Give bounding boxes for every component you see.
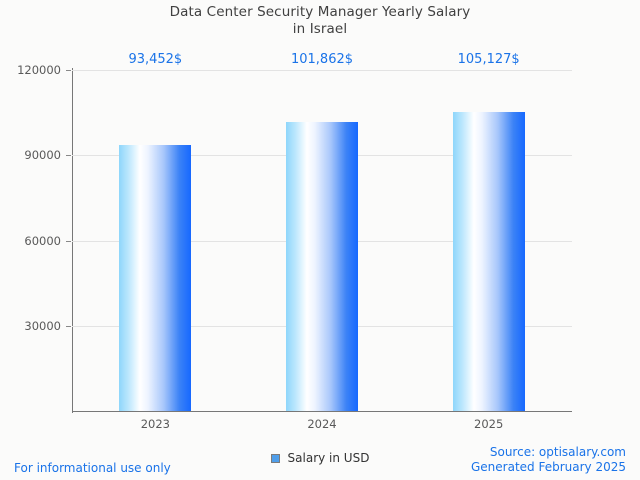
- y-tick-label-60000: 60000: [24, 233, 61, 248]
- gridline-120000: 120000: [17, 63, 572, 77]
- legend-swatch-icon: [270, 453, 280, 463]
- y-tick-mark-120000: [66, 70, 71, 71]
- source-text: Source: optisalary.com: [489, 445, 626, 459]
- x-tick-label-2025: 2025: [474, 417, 504, 431]
- chart-title-line-2: in Israel: [292, 21, 348, 37]
- chart-title-line-1: Data Center Security Manager Yearly Sala…: [169, 4, 471, 20]
- plot-area: 120000 90000 60000 30000: [17, 63, 572, 411]
- disclaimer-text: For informational use only: [14, 461, 171, 475]
- bar-2023[interactable]: [119, 145, 192, 411]
- x-tick-label-2023: 2023: [140, 417, 170, 431]
- y-tick-mark-30000: [66, 325, 71, 327]
- bar-2024[interactable]: [286, 121, 358, 411]
- x-tick-label-2024: 2024: [307, 417, 337, 431]
- legend-label-salary: Salary in USD: [287, 451, 370, 465]
- bar-2025[interactable]: [452, 112, 525, 411]
- y-tick-mark-90000: [66, 155, 71, 157]
- value-label-2024: 101,862$: [290, 52, 354, 67]
- y-tick-label-120000: 120000: [17, 63, 61, 77]
- generated-text: Generated February 2025: [470, 460, 626, 474]
- chart-title: Data Center Security Manager Yearly Sala…: [0, 4, 640, 38]
- y-tick-label-90000: 90000: [24, 148, 61, 163]
- chart-legend: Salary in USD: [0, 451, 640, 465]
- source-block: Source: optisalary.com Generated Februar…: [471, 445, 626, 475]
- y-tick-label-30000: 30000: [24, 318, 61, 333]
- x-axis-line: [72, 411, 572, 412]
- value-label-2025: 105,127$: [457, 52, 520, 67]
- value-label-2023: 93,452$: [128, 52, 183, 67]
- y-tick-mark-60000: [66, 240, 71, 242]
